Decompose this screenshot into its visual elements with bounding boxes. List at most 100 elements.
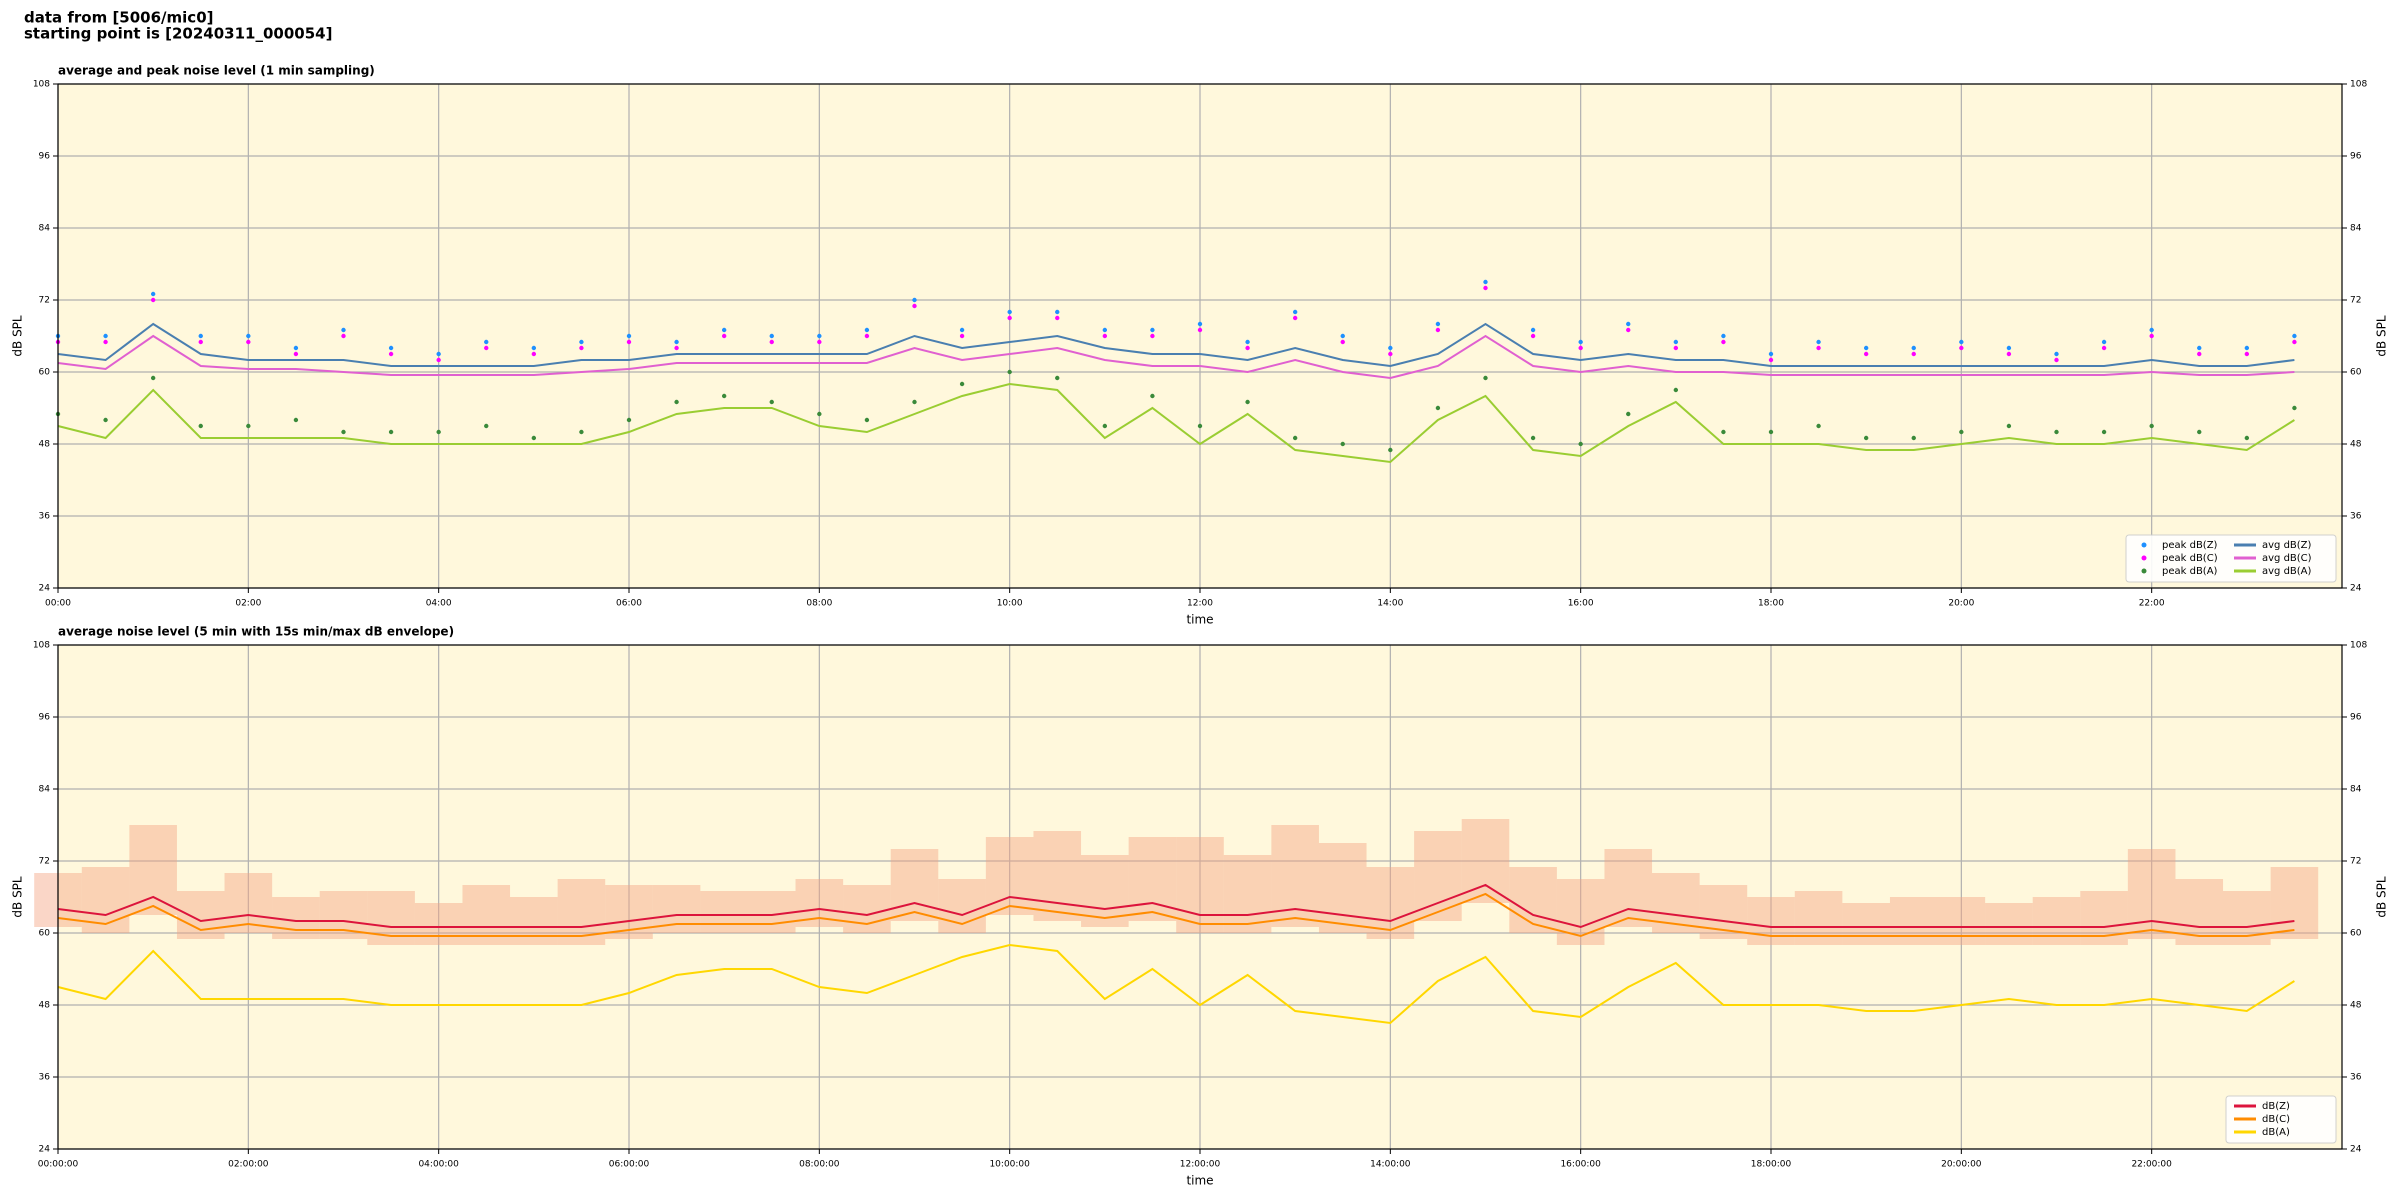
series-line <box>57 322 2295 368</box>
peak-point <box>1245 399 1250 405</box>
peak-point <box>1768 429 1774 435</box>
peak-point <box>817 339 822 345</box>
peak-point <box>579 339 584 345</box>
peak-point <box>626 333 632 339</box>
x-tick-label: 00:00 <box>45 599 71 609</box>
legend-label: dB(A) <box>2262 1127 2290 1138</box>
peak-point <box>388 429 394 435</box>
peak-point <box>388 345 394 351</box>
envelope-band <box>1985 903 2033 945</box>
peak-point <box>721 393 727 399</box>
envelope-band <box>176 891 225 939</box>
peak-point <box>2006 351 2012 357</box>
y-tick-label: 36 <box>39 512 51 522</box>
envelope-band <box>1509 867 1557 933</box>
envelope-band <box>890 849 939 921</box>
envelope-band <box>1414 831 1462 921</box>
peak-point <box>1150 333 1155 339</box>
peak-point <box>1959 339 1964 345</box>
peak-point <box>1483 375 1488 381</box>
peak-point <box>2292 339 2297 345</box>
peak-point <box>1245 339 1250 345</box>
x-tick-label: 20:00 <box>1948 599 1974 609</box>
peak-point <box>1768 351 1774 357</box>
x-tick-label: 06:00 <box>616 599 642 609</box>
legend-marker <box>2141 568 2147 574</box>
x-tick-label: 12:00 <box>1187 599 1213 609</box>
peak-point <box>246 423 251 429</box>
peak-point <box>1055 309 1060 315</box>
y-tick-label: 48 <box>2350 1001 2362 1011</box>
peak-point <box>293 351 299 357</box>
peak-point <box>2101 339 2107 345</box>
y-tick-label: 60 <box>2350 368 2362 378</box>
envelope-band <box>1937 897 1986 945</box>
peak-point <box>246 339 251 345</box>
peak-point <box>1768 357 1774 363</box>
envelope-band <box>1128 837 1177 921</box>
legend-label: peak dB(A) <box>2162 566 2218 577</box>
peak-point <box>1055 375 1060 381</box>
peak-point <box>1530 327 1536 333</box>
peak-point <box>959 381 965 387</box>
peak-point <box>1150 327 1155 333</box>
peak-point <box>579 345 584 351</box>
peak-point <box>1292 315 1298 321</box>
y-axis-label: dB SPL <box>11 876 25 918</box>
x-tick-label: 02:00:00 <box>228 1160 269 1170</box>
peak-point <box>2197 345 2202 351</box>
x-tick-label: 04:00 <box>426 599 452 609</box>
x-tick-label: 08:00:00 <box>799 1160 840 1170</box>
peak-point <box>388 351 394 357</box>
peak-point <box>1007 315 1012 321</box>
envelope-band <box>1223 855 1272 933</box>
peak-point <box>293 417 299 423</box>
y-axis-label: dB SPL <box>2375 315 2389 357</box>
x-axis-label: time <box>1186 1174 1213 1188</box>
y-axis-label: dB SPL <box>11 315 25 357</box>
y-tick-label: 36 <box>39 1073 51 1083</box>
x-tick-label: 16:00 <box>1568 599 1594 609</box>
peak-point <box>912 297 917 303</box>
x-tick-label: 16:00:00 <box>1560 1160 1601 1170</box>
legend-label: avg dB(C) <box>2262 553 2312 564</box>
peak-point <box>436 351 441 357</box>
peak-point <box>103 339 108 345</box>
chart-title: average noise level (5 min with 15s min/… <box>58 625 454 639</box>
envelope-band <box>510 897 558 945</box>
peak-point <box>912 399 917 405</box>
peak-point <box>579 429 584 435</box>
legend-marker <box>2141 555 2147 561</box>
peak-point <box>2244 435 2250 441</box>
peak-point <box>1340 339 1345 345</box>
x-tick-label: 02:00 <box>235 599 261 609</box>
peak-point <box>1055 315 1060 321</box>
peak-point <box>912 303 917 309</box>
envelope-band <box>1842 903 1890 945</box>
peak-point <box>1150 393 1155 399</box>
peak-point <box>1673 345 1679 351</box>
envelope-band <box>1461 819 1510 903</box>
peak-point <box>1578 339 1583 345</box>
x-tick-label: 08:00 <box>806 599 832 609</box>
peak-point <box>1102 423 1108 429</box>
peak-point <box>150 291 156 297</box>
x-tick-label: 14:00 <box>1377 599 1403 609</box>
peak-point <box>864 417 870 423</box>
peak-point <box>1292 309 1298 315</box>
peak-point <box>484 423 489 429</box>
y-tick-label: 72 <box>2350 296 2361 306</box>
envelope-band <box>1556 879 1605 945</box>
peak-point <box>674 399 679 405</box>
peak-point <box>721 327 727 333</box>
peak-point <box>103 417 108 423</box>
peak-point <box>2149 423 2154 429</box>
peak-point <box>1388 351 1393 357</box>
peak-point <box>1483 279 1488 285</box>
peak-point <box>1911 345 1916 351</box>
header-line: starting point is [20240311_000054] <box>24 25 332 43</box>
peak-point <box>626 339 632 345</box>
peak-point <box>1388 447 1393 453</box>
peak-point <box>2197 429 2202 435</box>
